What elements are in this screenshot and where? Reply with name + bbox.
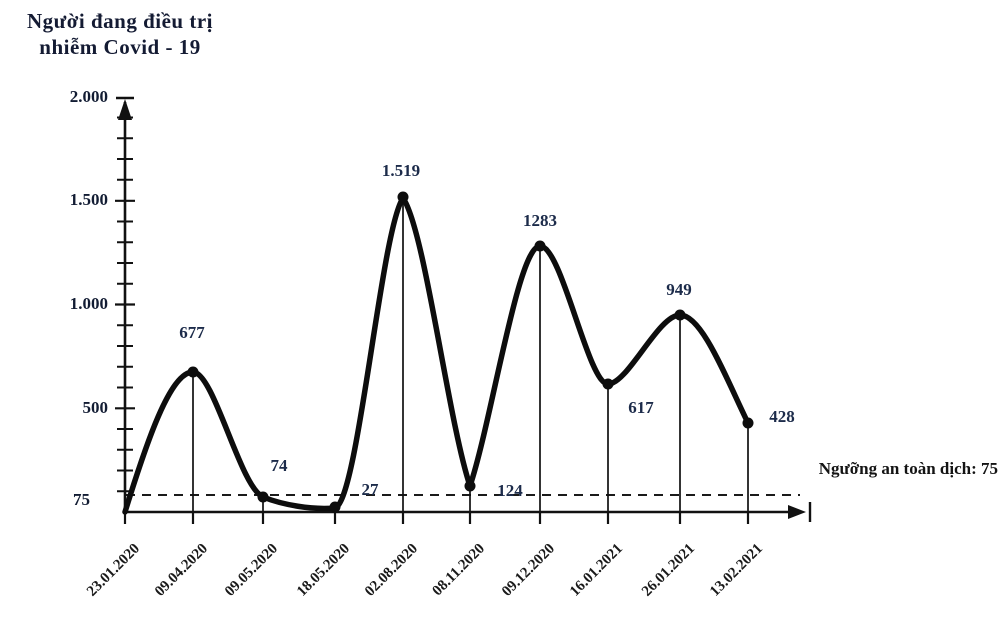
- y-axis-arrow-icon: [118, 99, 132, 120]
- point-label-1283: 1283: [523, 211, 557, 230]
- x-axis-arrow-icon: [788, 505, 806, 519]
- point-label-617: 617: [628, 398, 654, 417]
- point-label-677: 677: [179, 323, 205, 342]
- point-label-428: 428: [769, 407, 795, 426]
- y-axis-major-ticks: [115, 199, 135, 410]
- y-tick-label-1500: 1.500: [69, 190, 108, 209]
- point-label-27: 27: [361, 480, 379, 499]
- y-tick-label-1000: 1.000: [69, 294, 108, 313]
- data-point-markers: [187, 191, 754, 513]
- point-label-124: 124: [497, 481, 523, 500]
- y-tick-label-500: 500: [82, 398, 109, 417]
- x-axis-ticks: [123, 512, 750, 524]
- threshold-label: Ngưỡng an toàn dịch: 75: [818, 459, 998, 478]
- data-point-dot: [742, 417, 754, 429]
- data-point-dot: [257, 491, 269, 503]
- y-axis-minor-ticks: [117, 116, 133, 493]
- data-point-dot: [464, 480, 476, 492]
- chart-title: Người đang điều trị nhiễm Covid - 19: [6, 8, 234, 60]
- data-curve: [122, 195, 751, 515]
- point-label-1519: 1.519: [381, 161, 421, 180]
- chart-title-line1: Người đang điều trị: [26, 9, 213, 33]
- point-label-74: 74: [270, 456, 288, 475]
- y-tick-label-2000: 2.000: [69, 87, 108, 106]
- chart-title-line2: nhiễm Covid - 19: [39, 35, 201, 59]
- data-point-dot: [187, 366, 199, 378]
- data-point-dot: [602, 378, 614, 390]
- point-label-949: 949: [666, 280, 692, 299]
- data-point-dot: [674, 309, 686, 321]
- y-tick-label-75: 75: [73, 490, 90, 509]
- data-point-dot: [329, 501, 341, 513]
- data-point-dot: [534, 240, 546, 252]
- data-point-dot: [397, 191, 409, 203]
